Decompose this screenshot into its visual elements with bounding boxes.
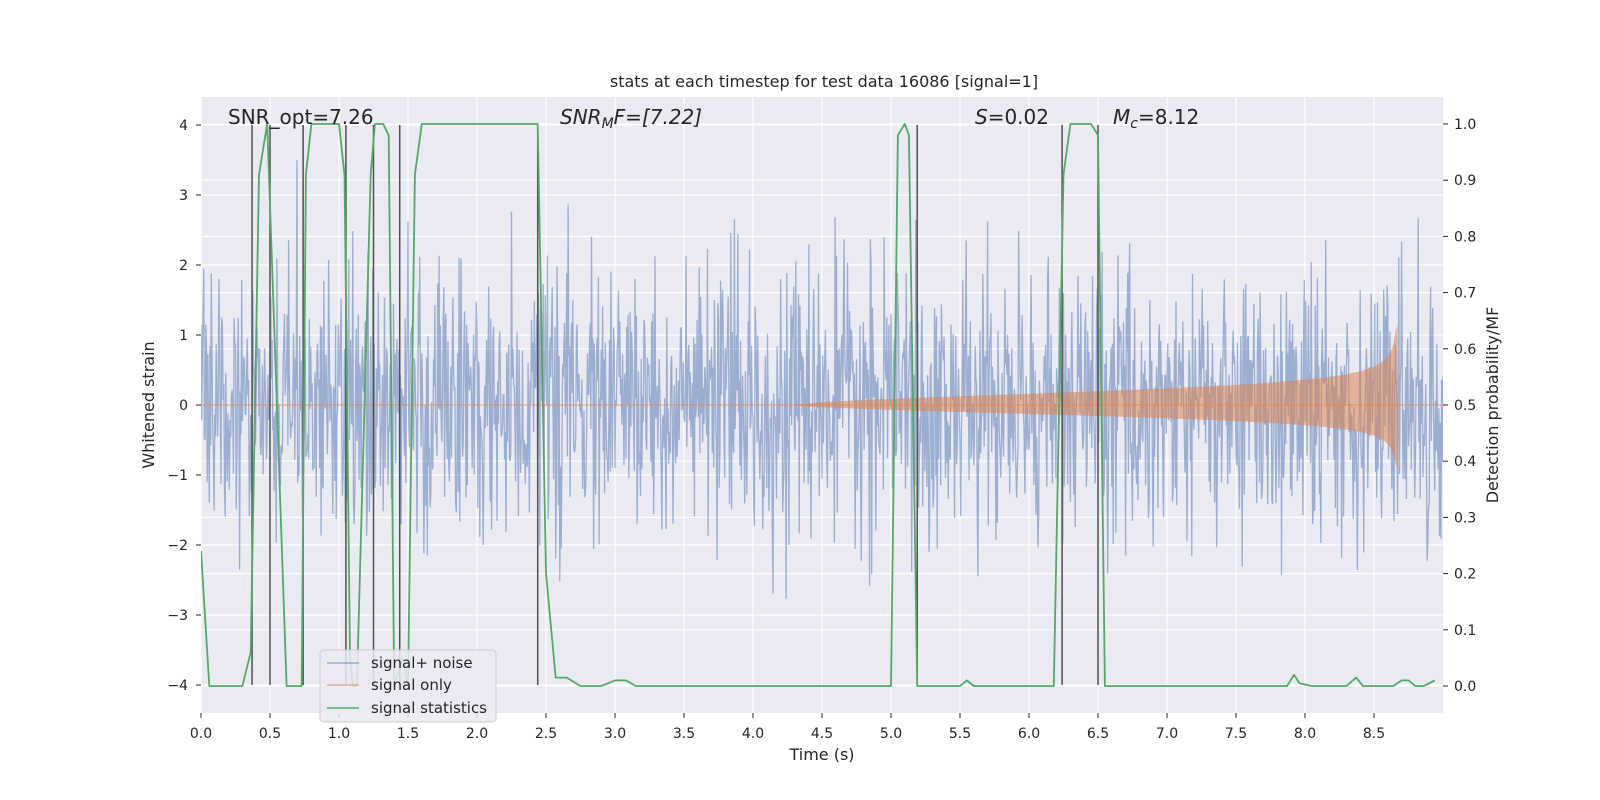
x-tick-label: 4.0 [742,726,764,742]
y-axis-label: Whitened strain [139,341,158,468]
y2-tick-label: 0.4 [1454,454,1476,470]
legend-box [319,649,497,723]
y-tick-label: −2 [167,538,188,554]
annotation-snr-mf-symbol: SNR [560,105,602,129]
x-tick-label: 8.0 [1294,726,1316,742]
y-axis-ticks: −4 −3 −2 −1 0 1 2 3 4 [167,118,201,694]
x-tick-label: 5.5 [949,726,971,742]
y2-tick-label: 0.5 [1454,398,1476,414]
x-tick-label: 2.5 [535,726,557,742]
x-tick-label: 4.5 [811,726,833,742]
annotation-s-symbol: S [975,105,988,129]
annotation-snr-mf-sub: M [602,116,614,132]
y2-tick-label: 0.1 [1454,623,1476,639]
x-tick-label: 2.0 [466,726,488,742]
annotation-mc-symbol: M [1113,105,1130,129]
legend: signal+ noise signal only signal statist… [319,649,497,723]
y-tick-label: 1 [179,328,188,344]
y2-tick-label: 0.0 [1454,679,1476,695]
x-tick-label: 3.0 [604,726,626,742]
x-tick-label: 8.5 [1363,726,1385,742]
x-tick-label: 0.0 [190,726,212,742]
signal-only-series [201,324,1443,470]
y-tick-label: 3 [179,188,188,204]
annotation-snr-opt: SNR_opt=7.26 [228,105,374,129]
annotation-snr-mf-rest: F=[7.22] [614,105,702,129]
signal-statistics-series [201,123,1436,687]
x-tick-label: 0.5 [259,726,281,742]
signal-noise-series [201,159,1443,599]
x-tick-label: 5.0 [880,726,902,742]
x-tick-label: 1.0 [328,726,350,742]
y2-tick-label: 0.2 [1454,567,1476,583]
x-tick-label: 6.5 [1087,726,1109,742]
y-tick-label: 2 [179,258,188,274]
y-tick-label: −1 [167,468,188,484]
y-tick-label: −4 [167,678,188,694]
x-axis-ticks: 0.0 0.5 1.0 1.5 2.0 2.5 3.0 3.5 4.0 4.5 5.0 5.5 6.0 6… [190,713,1385,742]
y2-tick-label: 0.7 [1454,286,1476,302]
chart-title: stats at each timestep for test data 160… [610,72,1038,91]
series-signal-noise-line [201,159,1443,599]
y-tick-label: 0 [179,398,188,414]
annotation-s: S=0.02 [975,105,1049,129]
y2-tick-label: 0.3 [1454,510,1476,526]
annotation-s-value: =0.02 [988,105,1049,129]
legend-label-statistics: signal statistics [371,699,487,717]
y2-axis-ticks: 0.0 0.1 0.2 0.3 0.4 0.5 0.6 0.7 0.8 0.9 1.0 [1443,117,1476,695]
x-tick-label: 1.5 [397,726,419,742]
annotation-snr-mf: SNRMF=[7.22] [560,105,702,132]
annotation-mc: Mc=8.12 [1113,105,1199,132]
y2-tick-label: 1.0 [1454,117,1476,133]
y2-tick-label: 0.8 [1454,229,1476,245]
legend-label-signal: signal only [371,676,452,694]
legend-label-noise: signal+ noise [371,654,473,672]
x-axis-label: Time (s) [788,745,854,764]
y2-axis-label: Detection probability/MF [1483,307,1502,504]
y-tick-label: −3 [167,608,188,624]
y2-tick-label: 0.9 [1454,173,1476,189]
y2-tick-label: 0.6 [1454,342,1476,358]
series-signal-statistics-line [201,123,1436,687]
x-tick-label: 6.0 [1018,726,1040,742]
x-tick-label: 3.5 [673,726,695,742]
series-signal-only-envelope [794,324,1398,470]
x-tick-label: 7.0 [1156,726,1178,742]
x-tick-label: 7.5 [1225,726,1247,742]
annotation-mc-value: =8.12 [1138,105,1199,129]
y-tick-label: 4 [179,118,188,134]
annotation-mc-sub: c [1130,116,1138,132]
